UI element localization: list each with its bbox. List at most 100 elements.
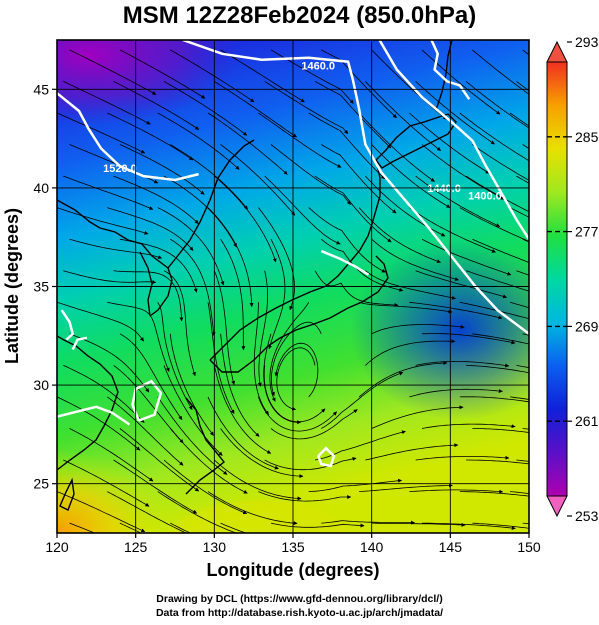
streamline bbox=[258, 491, 352, 502]
contour-label: 1440.0 bbox=[427, 183, 461, 195]
coast-ryukyu bbox=[185, 397, 225, 495]
streamline bbox=[314, 175, 392, 243]
streamline bbox=[509, 112, 529, 127]
streamline bbox=[207, 207, 254, 308]
coast-asia bbox=[57, 199, 173, 317]
streamline bbox=[415, 81, 495, 145]
streamline bbox=[472, 49, 529, 95]
y-tick-label: 45 bbox=[33, 81, 49, 97]
streamline bbox=[415, 455, 510, 461]
map-title: MSM 12Z28Feb2024 (850.0hPa) bbox=[122, 2, 477, 29]
y-tick-label: 40 bbox=[33, 180, 49, 196]
x-tick-label: 130 bbox=[203, 539, 227, 555]
x-axis-title: Longitude (degrees) bbox=[206, 560, 379, 580]
colorbar-tick-label: 293 bbox=[575, 34, 599, 50]
height-contour bbox=[131, 379, 163, 422]
streamline bbox=[421, 522, 516, 530]
streamline bbox=[113, 270, 184, 322]
height-contour bbox=[430, 40, 471, 100]
streamline bbox=[308, 112, 386, 180]
streamline bbox=[409, 207, 496, 253]
streamline bbox=[466, 459, 529, 465]
streamline bbox=[63, 270, 157, 284]
colorbar: 293 285 277 269 261 253 bbox=[546, 34, 599, 524]
drawing-credit: Drawing by DCL (https://www.gfd-dennou.o… bbox=[156, 593, 443, 605]
streamline bbox=[157, 207, 225, 286]
coastlines bbox=[57, 40, 457, 511]
streamline bbox=[258, 112, 342, 168]
streamline bbox=[157, 302, 193, 410]
streamline bbox=[415, 175, 501, 227]
streamline bbox=[163, 270, 196, 377]
streamline bbox=[409, 489, 504, 494]
x-tick-label: 150 bbox=[517, 539, 541, 555]
x-tick-label: 120 bbox=[45, 539, 69, 555]
temperature-field: 1460.0 1520.0 1440.0 1400.0 bbox=[57, 40, 529, 533]
streamline bbox=[509, 301, 529, 309]
streamline bbox=[69, 333, 150, 393]
height-contour bbox=[317, 446, 336, 468]
colorbar-tick-label: 261 bbox=[575, 413, 599, 429]
streamline bbox=[57, 207, 149, 235]
streamline bbox=[409, 112, 490, 174]
streamline bbox=[472, 522, 529, 529]
streamline bbox=[57, 301, 145, 342]
streamline bbox=[163, 365, 223, 456]
x-tick-label: 135 bbox=[281, 539, 305, 555]
streamline bbox=[107, 112, 194, 161]
streamline bbox=[415, 360, 510, 368]
streamline bbox=[207, 302, 235, 414]
streamline bbox=[371, 324, 465, 335]
streamline bbox=[321, 520, 415, 525]
streamline bbox=[57, 491, 146, 533]
streamline bbox=[321, 49, 397, 119]
streamline bbox=[57, 112, 146, 154]
height-contour bbox=[57, 405, 131, 426]
streamline bbox=[321, 144, 397, 214]
streamline bbox=[113, 365, 184, 444]
streamline bbox=[207, 491, 298, 526]
streamline bbox=[119, 522, 142, 533]
streamline bbox=[264, 456, 357, 471]
colorbar-min-triangle bbox=[546, 495, 568, 518]
streamline bbox=[421, 333, 516, 345]
contour-label: 1520.0 bbox=[103, 163, 137, 175]
height-contour bbox=[60, 309, 75, 341]
grid-lines bbox=[57, 40, 529, 533]
streamline bbox=[321, 371, 404, 429]
streamline bbox=[264, 81, 349, 135]
streamline bbox=[170, 144, 248, 210]
y-axis-title: Latitude (degrees) bbox=[2, 208, 22, 364]
coast-hokkaido bbox=[375, 113, 457, 169]
coast-sakhalin bbox=[435, 40, 453, 111]
streamline bbox=[459, 112, 529, 162]
streamline bbox=[358, 207, 441, 264]
streamline bbox=[220, 522, 248, 533]
streamline bbox=[459, 396, 529, 403]
height-contours bbox=[57, 40, 529, 468]
streamline bbox=[371, 144, 451, 209]
streamline bbox=[371, 522, 466, 527]
streamline bbox=[358, 361, 448, 398]
streamline bbox=[465, 81, 529, 129]
streamline bbox=[170, 49, 255, 103]
height-contour bbox=[71, 336, 88, 351]
colorbar-tick-label: 285 bbox=[575, 129, 599, 145]
cold-pool bbox=[57, 40, 240, 125]
streamline bbox=[163, 175, 237, 248]
contour-labels: 1460.0 1520.0 1440.0 1400.0 bbox=[103, 61, 502, 203]
streamline bbox=[276, 347, 316, 411]
colorbar-tick-label: 253 bbox=[575, 508, 599, 524]
streamline bbox=[270, 522, 365, 528]
streamline bbox=[509, 207, 529, 218]
streamline bbox=[213, 270, 236, 385]
contour-label: 1460.0 bbox=[301, 61, 335, 73]
streamline bbox=[522, 522, 529, 525]
streamline bbox=[472, 144, 529, 181]
streamline bbox=[270, 144, 351, 205]
streamline bbox=[415, 270, 508, 299]
streamline bbox=[163, 459, 248, 515]
height-contour bbox=[378, 40, 529, 240]
streamline bbox=[465, 270, 529, 292]
